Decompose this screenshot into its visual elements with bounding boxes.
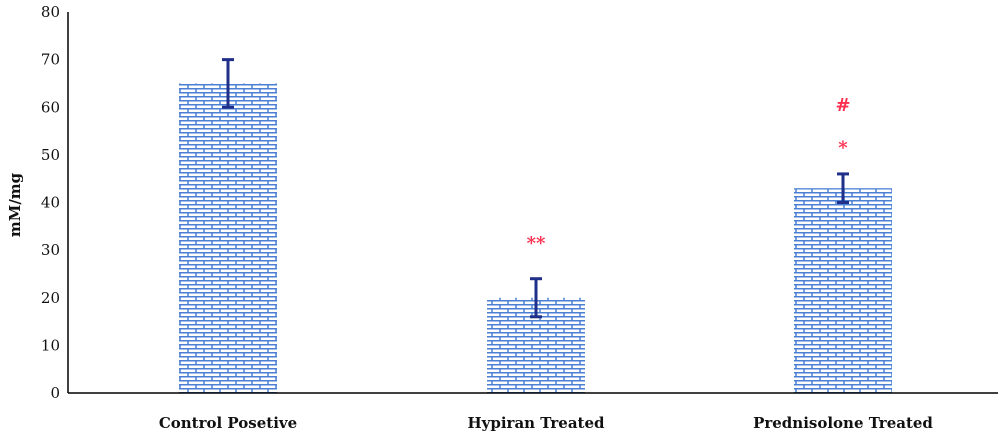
y-tick-label: 10 [41,336,60,354]
y-tick-label: 70 [41,51,60,69]
y-tick-label: 20 [41,289,60,307]
y-tick-labels: 0 10 20 30 40 50 60 70 80 [41,3,60,402]
y-tick-label: 0 [50,384,60,402]
bar [794,188,892,393]
x-category-label: Hypiran Treated [467,414,605,432]
category-labels: Control Posetive Hypiran Treated Prednisol… [159,414,934,432]
x-category-label: Control Posetive [159,414,297,432]
y-tick-label: 50 [41,146,60,164]
significance-marker: # [835,95,850,116]
bars [179,83,892,393]
significance-annotations: ***# [527,95,851,254]
y-tick-label: 80 [41,3,60,21]
y-tick-label: 40 [41,194,60,212]
significance-marker: ** [527,233,546,254]
x-category-label: Prednisolone Treated [753,414,933,432]
y-axis-title: mM/mg [6,172,24,237]
error-bars [222,58,849,319]
significance-marker: * [838,138,848,159]
bar [179,83,277,393]
y-tick-label: 30 [41,241,60,259]
y-tick-label: 60 [41,98,60,116]
